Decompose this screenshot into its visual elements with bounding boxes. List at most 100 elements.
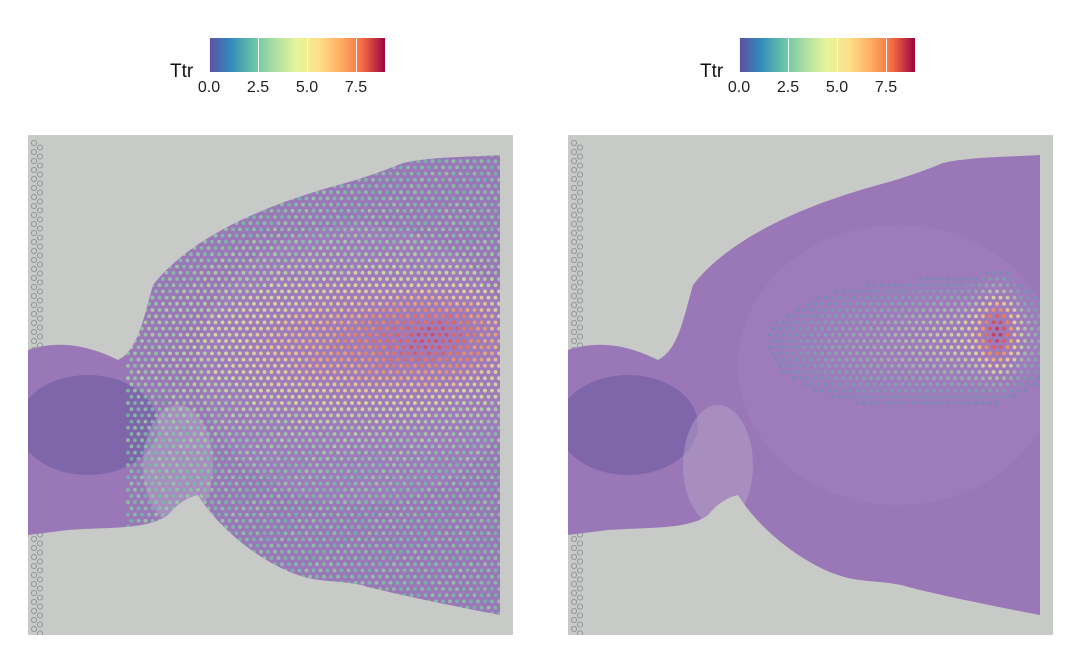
expression-spot [203,401,207,405]
expression-spot [423,320,428,325]
expression-spot [416,432,421,436]
expression-spot [472,432,477,436]
expression-spot [339,258,344,263]
expression-spot [136,345,141,350]
expression-spot [427,177,431,182]
expression-spot [353,233,358,238]
expression-spot [182,277,186,281]
expression-spot [879,283,884,288]
expression-spot [416,456,421,461]
expression-spot [479,494,484,498]
expression-spot [799,339,803,343]
expression-spot [185,469,190,474]
expression-spot [416,370,421,374]
expression-spot [367,295,372,300]
expression-spot [914,283,919,288]
expression-spot [367,196,372,201]
expression-spot [234,494,239,498]
expression-spot [479,246,484,250]
expression-spot [178,382,183,387]
expression-spot [455,252,459,257]
expression-spot [220,233,225,238]
expression-spot [255,283,260,288]
expression-spot [283,469,288,474]
expression-spot [897,314,901,319]
expression-spot [315,314,319,319]
expression-spot [395,233,400,238]
expression-spot [318,283,323,288]
fiducial-dot [576,630,584,635]
expression-spot [294,463,298,467]
expression-spot [441,388,445,393]
expression-spot [490,438,494,443]
expression-spot [483,562,487,567]
expression-spot [946,289,950,294]
fiducial-dot [570,562,578,570]
expression-spot [213,246,218,250]
expression-spot [280,401,284,405]
expression-spot [451,233,456,238]
expression-spot [273,227,277,232]
expression-spot [479,432,484,436]
expression-spot [301,314,305,319]
expression-spot [192,258,197,263]
expression-spot [395,246,400,250]
expression-spot [227,481,232,486]
expression-spot [869,326,873,331]
expression-spot [238,525,242,529]
expression-spot [346,494,351,498]
expression-spot [350,475,354,480]
expression-spot [227,370,232,374]
expression-spot [133,438,137,443]
expression-spot [276,394,281,399]
fiducial-dot [570,229,578,237]
expression-spot [133,487,137,492]
expression-spot [402,258,407,263]
expression-spot [458,407,463,412]
expression-spot [301,252,305,257]
expression-spot [213,407,218,412]
expression-spot [168,289,172,294]
expression-spot [409,432,414,436]
expression-spot [357,363,361,368]
expression-spot [178,357,183,362]
expression-spot [469,487,473,492]
expression-spot [304,469,309,474]
expression-spot [339,320,344,325]
expression-spot [245,339,249,343]
expression-spot [406,475,410,480]
expression-spot [227,233,232,238]
expression-spot [378,363,382,368]
expression-spot [294,215,298,219]
expression-spot [497,177,500,182]
expression-spot [220,444,225,449]
expression-spot [255,357,260,362]
expression-spot [479,196,484,201]
expression-spot [388,221,393,226]
expression-spot [388,419,393,424]
expression-spot [360,506,365,511]
expression-spot [143,357,148,362]
expression-spot [325,308,330,312]
expression-spot [374,258,379,263]
expression-spot [472,357,477,362]
expression-spot [956,320,961,325]
expression-spot [248,543,253,548]
expression-spot [269,543,274,548]
expression-spot [448,587,452,591]
expression-spot [266,351,270,356]
expression-spot [942,332,947,337]
expression-spot [213,258,218,263]
expression-spot [374,184,379,188]
expression-spot [168,413,172,418]
expression-spot [213,444,218,449]
expression-spot [266,339,270,343]
expression-spot [441,450,445,455]
expression-spot [497,314,500,319]
expression-spot [231,512,235,517]
expression-spot [946,326,950,331]
expression-spot [392,227,396,232]
expression-spot [161,413,165,418]
expression-spot [189,388,193,393]
expression-spot [490,351,494,356]
